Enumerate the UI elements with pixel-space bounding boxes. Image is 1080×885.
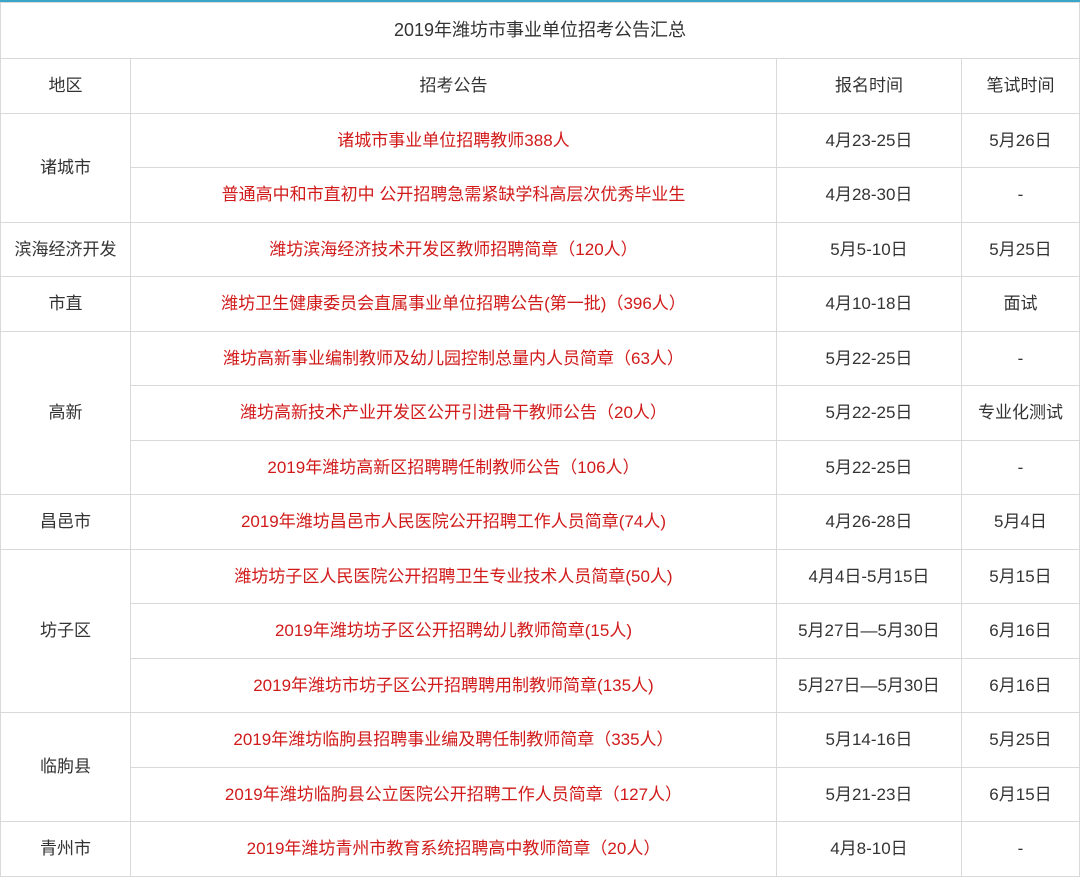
- header-row: 地区 招考公告 报名时间 笔试时间: [1, 59, 1080, 114]
- notice-link[interactable]: 2019年潍坊临朐县招聘事业编及聘任制教师简章（335人）: [233, 730, 673, 749]
- signup-cell: 5月27日—5月30日: [776, 658, 961, 713]
- signup-cell: 5月22-25日: [776, 386, 961, 441]
- col-header-exam: 笔试时间: [961, 59, 1079, 114]
- exam-cell: 面试: [961, 277, 1079, 332]
- signup-cell: 4月28-30日: [776, 168, 961, 223]
- table-row: 2019年潍坊临朐县公立医院公开招聘工作人员简章（127人） 5月21-23日6月…: [1, 767, 1080, 822]
- region-cell: 市直: [1, 277, 131, 332]
- table-row: 2019年潍坊高新区招聘聘任制教师公告（106人） 5月22-25日-: [1, 440, 1080, 495]
- notice-cell: 潍坊卫生健康委员会直属事业单位招聘公告(第一批)（396人）: [131, 277, 777, 332]
- signup-cell: 5月22-25日: [776, 331, 961, 386]
- table-row: 青州市 2019年潍坊青州市教育系统招聘高中教师简章（20人） 4月8-10日-: [1, 822, 1080, 877]
- table-title: 2019年潍坊市事业单位招考公告汇总: [1, 3, 1080, 59]
- table-row: 2019年潍坊市坊子区公开招聘聘用制教师简章(135人) 5月27日—5月30日6…: [1, 658, 1080, 713]
- table-row: 昌邑市 2019年潍坊昌邑市人民医院公开招聘工作人员简章(74人) 4月26-28日…: [1, 495, 1080, 550]
- notice-link[interactable]: 潍坊滨海经济技术开发区教师招聘简章（120人）: [269, 240, 637, 259]
- signup-cell: 5月14-16日: [776, 713, 961, 768]
- notice-cell: 诸城市事业单位招聘教师388人: [131, 113, 777, 168]
- col-header-region: 地区: [1, 59, 131, 114]
- notice-link[interactable]: 潍坊坊子区人民医院公开招聘卫生专业技术人员简章(50人): [234, 567, 672, 586]
- table-row: 诸城市诸城市事业单位招聘教师388人4月23-25日5月26日: [1, 113, 1080, 168]
- exam-cell: 专业化测试: [961, 386, 1079, 441]
- col-header-notice: 招考公告: [131, 59, 777, 114]
- table-row: 潍坊高新技术产业开发区公开引进骨干教师公告（20人） 5月22-25日专业化测试: [1, 386, 1080, 441]
- notice-link[interactable]: 2019年潍坊高新区招聘聘任制教师公告（106人）: [267, 458, 639, 477]
- signup-cell: 4月23-25日: [776, 113, 961, 168]
- notice-link[interactable]: 2019年潍坊昌邑市人民医院公开招聘工作人员简章(74人): [241, 512, 666, 531]
- exam-cell: 5月4日: [961, 495, 1079, 550]
- table-row: 临朐县2019年潍坊临朐县招聘事业编及聘任制教师简章（335人）5月14-16日…: [1, 713, 1080, 768]
- table-row: 2019年潍坊坊子区公开招聘幼儿教师简章(15人) 5月27日—5月30日6月16…: [1, 604, 1080, 659]
- col-header-signup: 报名时间: [776, 59, 961, 114]
- notice-cell: 潍坊坊子区人民医院公开招聘卫生专业技术人员简章(50人): [131, 549, 777, 604]
- region-cell: 滨海经济开发: [1, 222, 131, 277]
- title-row: 2019年潍坊市事业单位招考公告汇总: [1, 3, 1080, 59]
- signup-cell: 5月27日—5月30日: [776, 604, 961, 659]
- signup-cell: 4月4日-5月15日: [776, 549, 961, 604]
- table-container: 2019年潍坊市事业单位招考公告汇总 地区 招考公告 报名时间 笔试时间 诸城市…: [0, 0, 1080, 877]
- signup-cell: 4月10-18日: [776, 277, 961, 332]
- notice-link[interactable]: 2019年潍坊临朐县公立医院公开招聘工作人员简章（127人）: [225, 785, 682, 804]
- notice-link[interactable]: 诸城市事业单位招聘教师388人: [337, 131, 569, 150]
- notice-cell: 2019年潍坊临朐县招聘事业编及聘任制教师简章（335人）: [131, 713, 777, 768]
- exam-cell: 6月16日: [961, 658, 1079, 713]
- exam-cell: -: [961, 331, 1079, 386]
- notice-cell: 2019年潍坊临朐县公立医院公开招聘工作人员简章（127人）: [131, 767, 777, 822]
- region-cell: 坊子区: [1, 549, 131, 713]
- region-cell: 昌邑市: [1, 495, 131, 550]
- notice-link[interactable]: 2019年潍坊市坊子区公开招聘聘用制教师简章(135人): [253, 676, 654, 695]
- exam-cell: 5月26日: [961, 113, 1079, 168]
- signup-cell: 5月5-10日: [776, 222, 961, 277]
- recruitment-table: 2019年潍坊市事业单位招考公告汇总 地区 招考公告 报名时间 笔试时间 诸城市…: [0, 2, 1080, 877]
- region-cell: 临朐县: [1, 713, 131, 822]
- notice-link[interactable]: 潍坊卫生健康委员会直属事业单位招聘公告(第一批)（396人）: [221, 294, 686, 313]
- notice-link[interactable]: 2019年潍坊坊子区公开招聘幼儿教师简章(15人): [275, 621, 632, 640]
- notice-link[interactable]: 潍坊高新技术产业开发区公开引进骨干教师公告（20人）: [240, 403, 667, 422]
- signup-cell: 5月21-23日: [776, 767, 961, 822]
- notice-cell: 普通高中和市直初中 公开招聘急需紧缺学科高层次优秀毕业生: [131, 168, 777, 223]
- notice-link[interactable]: 潍坊高新事业编制教师及幼儿园控制总量内人员简章（63人）: [223, 349, 684, 368]
- exam-cell: 6月15日: [961, 767, 1079, 822]
- region-cell: 诸城市: [1, 113, 131, 222]
- exam-cell: 5月25日: [961, 713, 1079, 768]
- region-cell: 青州市: [1, 822, 131, 877]
- table-row: 普通高中和市直初中 公开招聘急需紧缺学科高层次优秀毕业生 4月28-30日-: [1, 168, 1080, 223]
- notice-cell: 2019年潍坊坊子区公开招聘幼儿教师简章(15人): [131, 604, 777, 659]
- region-cell: 高新: [1, 331, 131, 495]
- exam-cell: 5月15日: [961, 549, 1079, 604]
- exam-cell: 6月16日: [961, 604, 1079, 659]
- notice-cell: 2019年潍坊市坊子区公开招聘聘用制教师简章(135人): [131, 658, 777, 713]
- notice-cell: 潍坊高新技术产业开发区公开引进骨干教师公告（20人）: [131, 386, 777, 441]
- table-row: 高新潍坊高新事业编制教师及幼儿园控制总量内人员简章（63人）5月22-25日-: [1, 331, 1080, 386]
- notice-cell: 潍坊高新事业编制教师及幼儿园控制总量内人员简章（63人）: [131, 331, 777, 386]
- table-row: 坊子区潍坊坊子区人民医院公开招聘卫生专业技术人员简章(50人)4月4日-5月15…: [1, 549, 1080, 604]
- notice-cell: 潍坊滨海经济技术开发区教师招聘简章（120人）: [131, 222, 777, 277]
- signup-cell: 4月8-10日: [776, 822, 961, 877]
- notice-cell: 2019年潍坊青州市教育系统招聘高中教师简章（20人）: [131, 822, 777, 877]
- signup-cell: 4月26-28日: [776, 495, 961, 550]
- exam-cell: -: [961, 822, 1079, 877]
- exam-cell: -: [961, 440, 1079, 495]
- notice-cell: 2019年潍坊高新区招聘聘任制教师公告（106人）: [131, 440, 777, 495]
- notice-cell: 2019年潍坊昌邑市人民医院公开招聘工作人员简章(74人): [131, 495, 777, 550]
- table-row: 市直 潍坊卫生健康委员会直属事业单位招聘公告(第一批)（396人） 4月10-18日…: [1, 277, 1080, 332]
- exam-cell: -: [961, 168, 1079, 223]
- signup-cell: 5月22-25日: [776, 440, 961, 495]
- exam-cell: 5月25日: [961, 222, 1079, 277]
- table-row: 滨海经济开发 潍坊滨海经济技术开发区教师招聘简章（120人） 5月5-10日5月25…: [1, 222, 1080, 277]
- notice-link[interactable]: 普通高中和市直初中 公开招聘急需紧缺学科高层次优秀毕业生: [222, 185, 686, 204]
- notice-link[interactable]: 2019年潍坊青州市教育系统招聘高中教师简章（20人）: [247, 839, 661, 858]
